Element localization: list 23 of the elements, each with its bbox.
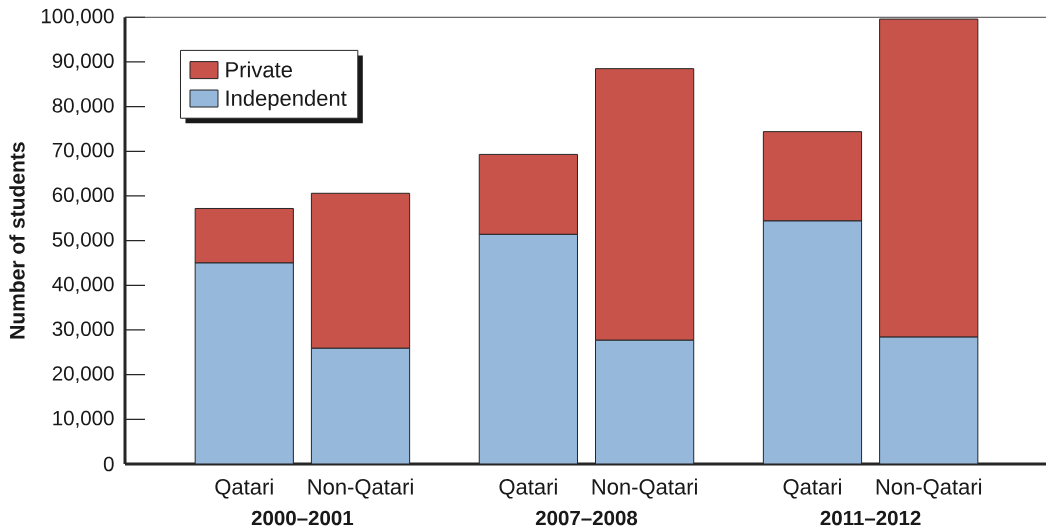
- y-tick-label: 30,000: [52, 321, 114, 339]
- y-tick-label: 50,000: [52, 232, 114, 250]
- y-tick-label: 60,000: [52, 187, 114, 205]
- text: 2007–2008: [535, 510, 638, 526]
- y-tick-label: 40,000: [52, 276, 114, 294]
- y-tick-label: 80,000: [52, 98, 114, 116]
- y-axis-title: Number of students: [9, 142, 25, 339]
- x-tick-label: Qatari: [499, 478, 557, 499]
- y-tick-label: 90,000: [52, 53, 114, 71]
- legend-label: Private: [226, 61, 292, 78]
- y-tick-label: 0: [103, 456, 114, 472]
- y-tick-label: 20,000: [52, 366, 114, 384]
- x-tick-label: Non-Qatari: [308, 478, 413, 499]
- y-tick-label: 100,000: [41, 8, 114, 26]
- x-tick-label: Qatari: [215, 478, 273, 499]
- x-tick-label: Qatari: [783, 478, 841, 499]
- text: 2011–2012: [820, 510, 921, 526]
- legend-label: Independent: [226, 89, 347, 111]
- y-tick-label: 70,000: [52, 142, 114, 160]
- y-tick-label: 10,000: [53, 410, 114, 428]
- x-tick-label: Non-Qatari: [876, 478, 982, 499]
- text: 2000–2001: [251, 510, 354, 526]
- x-tick-label: Non-Qatari: [592, 478, 697, 499]
